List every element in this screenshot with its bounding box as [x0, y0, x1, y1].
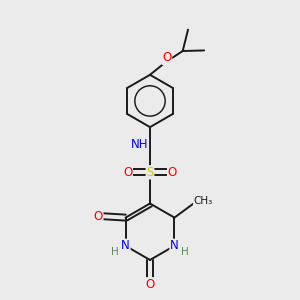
- Text: NH: NH: [131, 138, 148, 151]
- Text: H: H: [181, 248, 189, 257]
- Text: H: H: [111, 248, 119, 257]
- Text: CH₃: CH₃: [194, 196, 213, 206]
- Text: O: O: [162, 51, 172, 64]
- Text: O: O: [168, 166, 177, 179]
- Text: O: O: [94, 210, 103, 223]
- Text: O: O: [123, 166, 132, 179]
- Text: N: N: [121, 239, 130, 252]
- Text: N: N: [170, 239, 179, 252]
- Text: O: O: [146, 278, 154, 291]
- Text: S: S: [146, 166, 154, 179]
